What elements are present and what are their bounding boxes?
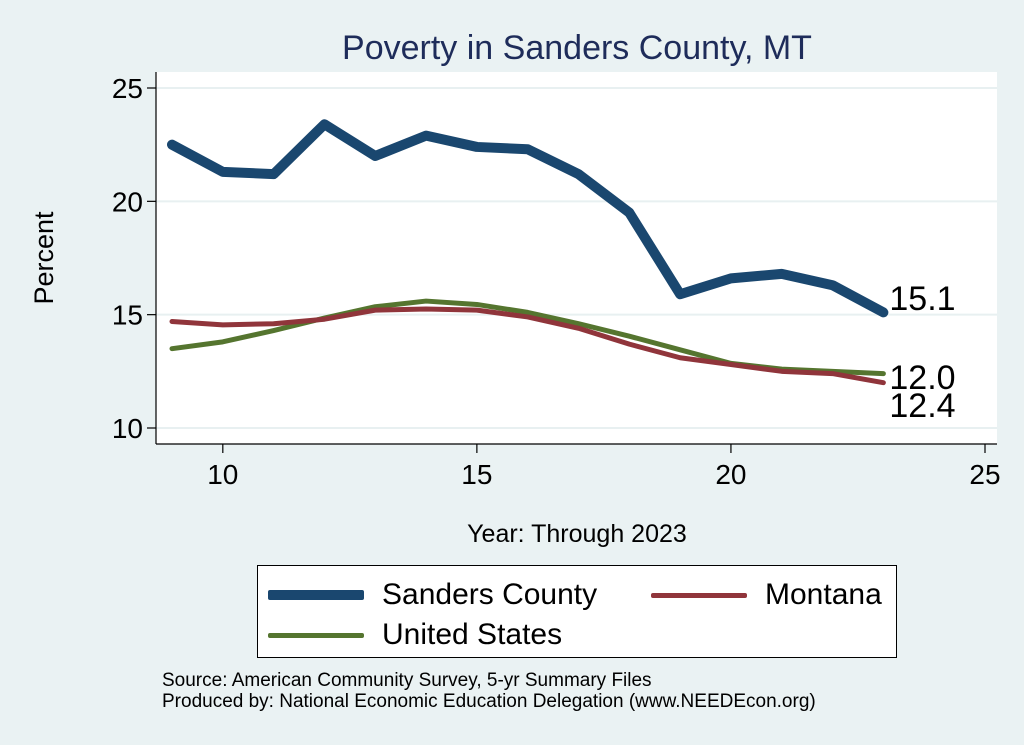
end-labels: 15.1 12.012.4 (889, 280, 955, 425)
end-label-sanders-county: 15.1 (889, 280, 955, 318)
x-axis-label: Year: Through 2023 (467, 520, 687, 548)
legend: Sanders County Montana United States (257, 565, 897, 658)
y-tick-label-15: 15 (112, 300, 143, 331)
y-tick-label-10: 10 (112, 413, 143, 444)
source-note: Source: American Community Survey, 5-yr … (162, 670, 652, 691)
legend-label-montana: Montana (765, 578, 882, 611)
legend-swatch-montana (651, 592, 747, 598)
x-tick-label-15: 15 (461, 459, 492, 490)
end-label-montana: 12.0 (889, 359, 955, 397)
chart-notes: Source: American Community Survey, 5-yr … (162, 670, 816, 712)
producer-note: Produced by: National Economic Education… (162, 691, 816, 712)
legend-item-montana: Montana (651, 578, 882, 612)
gridlines (156, 87, 997, 429)
x-tick-label-20: 20 (715, 459, 746, 490)
y-tick-label-20: 20 (112, 186, 143, 217)
chart-title: Poverty in Sanders County, MT (342, 29, 812, 67)
series-line-montana (169, 306, 886, 386)
y-tick-label-25: 25 (112, 73, 143, 104)
legend-swatch-sanders-county (268, 590, 364, 600)
series-line-sanders-county (167, 119, 889, 318)
x-tick-label-10: 10 (207, 459, 238, 490)
y-axis-label: Percent (29, 211, 59, 305)
end-label-united-states: 12.4 (889, 387, 955, 425)
legend-item-united-states: United States (268, 618, 562, 652)
plot-area (156, 72, 997, 444)
legend-label-united-states: United States (382, 618, 563, 651)
axes: 10 15 20 25 10 15 20 25 (112, 72, 1001, 490)
legend-label-sanders-county: Sanders County (382, 578, 598, 611)
legend-item-sanders-county: Sanders County (268, 578, 597, 612)
x-tick-label-25: 25 (969, 459, 1000, 490)
series-lines (167, 119, 889, 386)
legend-swatch-united-states (268, 632, 364, 638)
